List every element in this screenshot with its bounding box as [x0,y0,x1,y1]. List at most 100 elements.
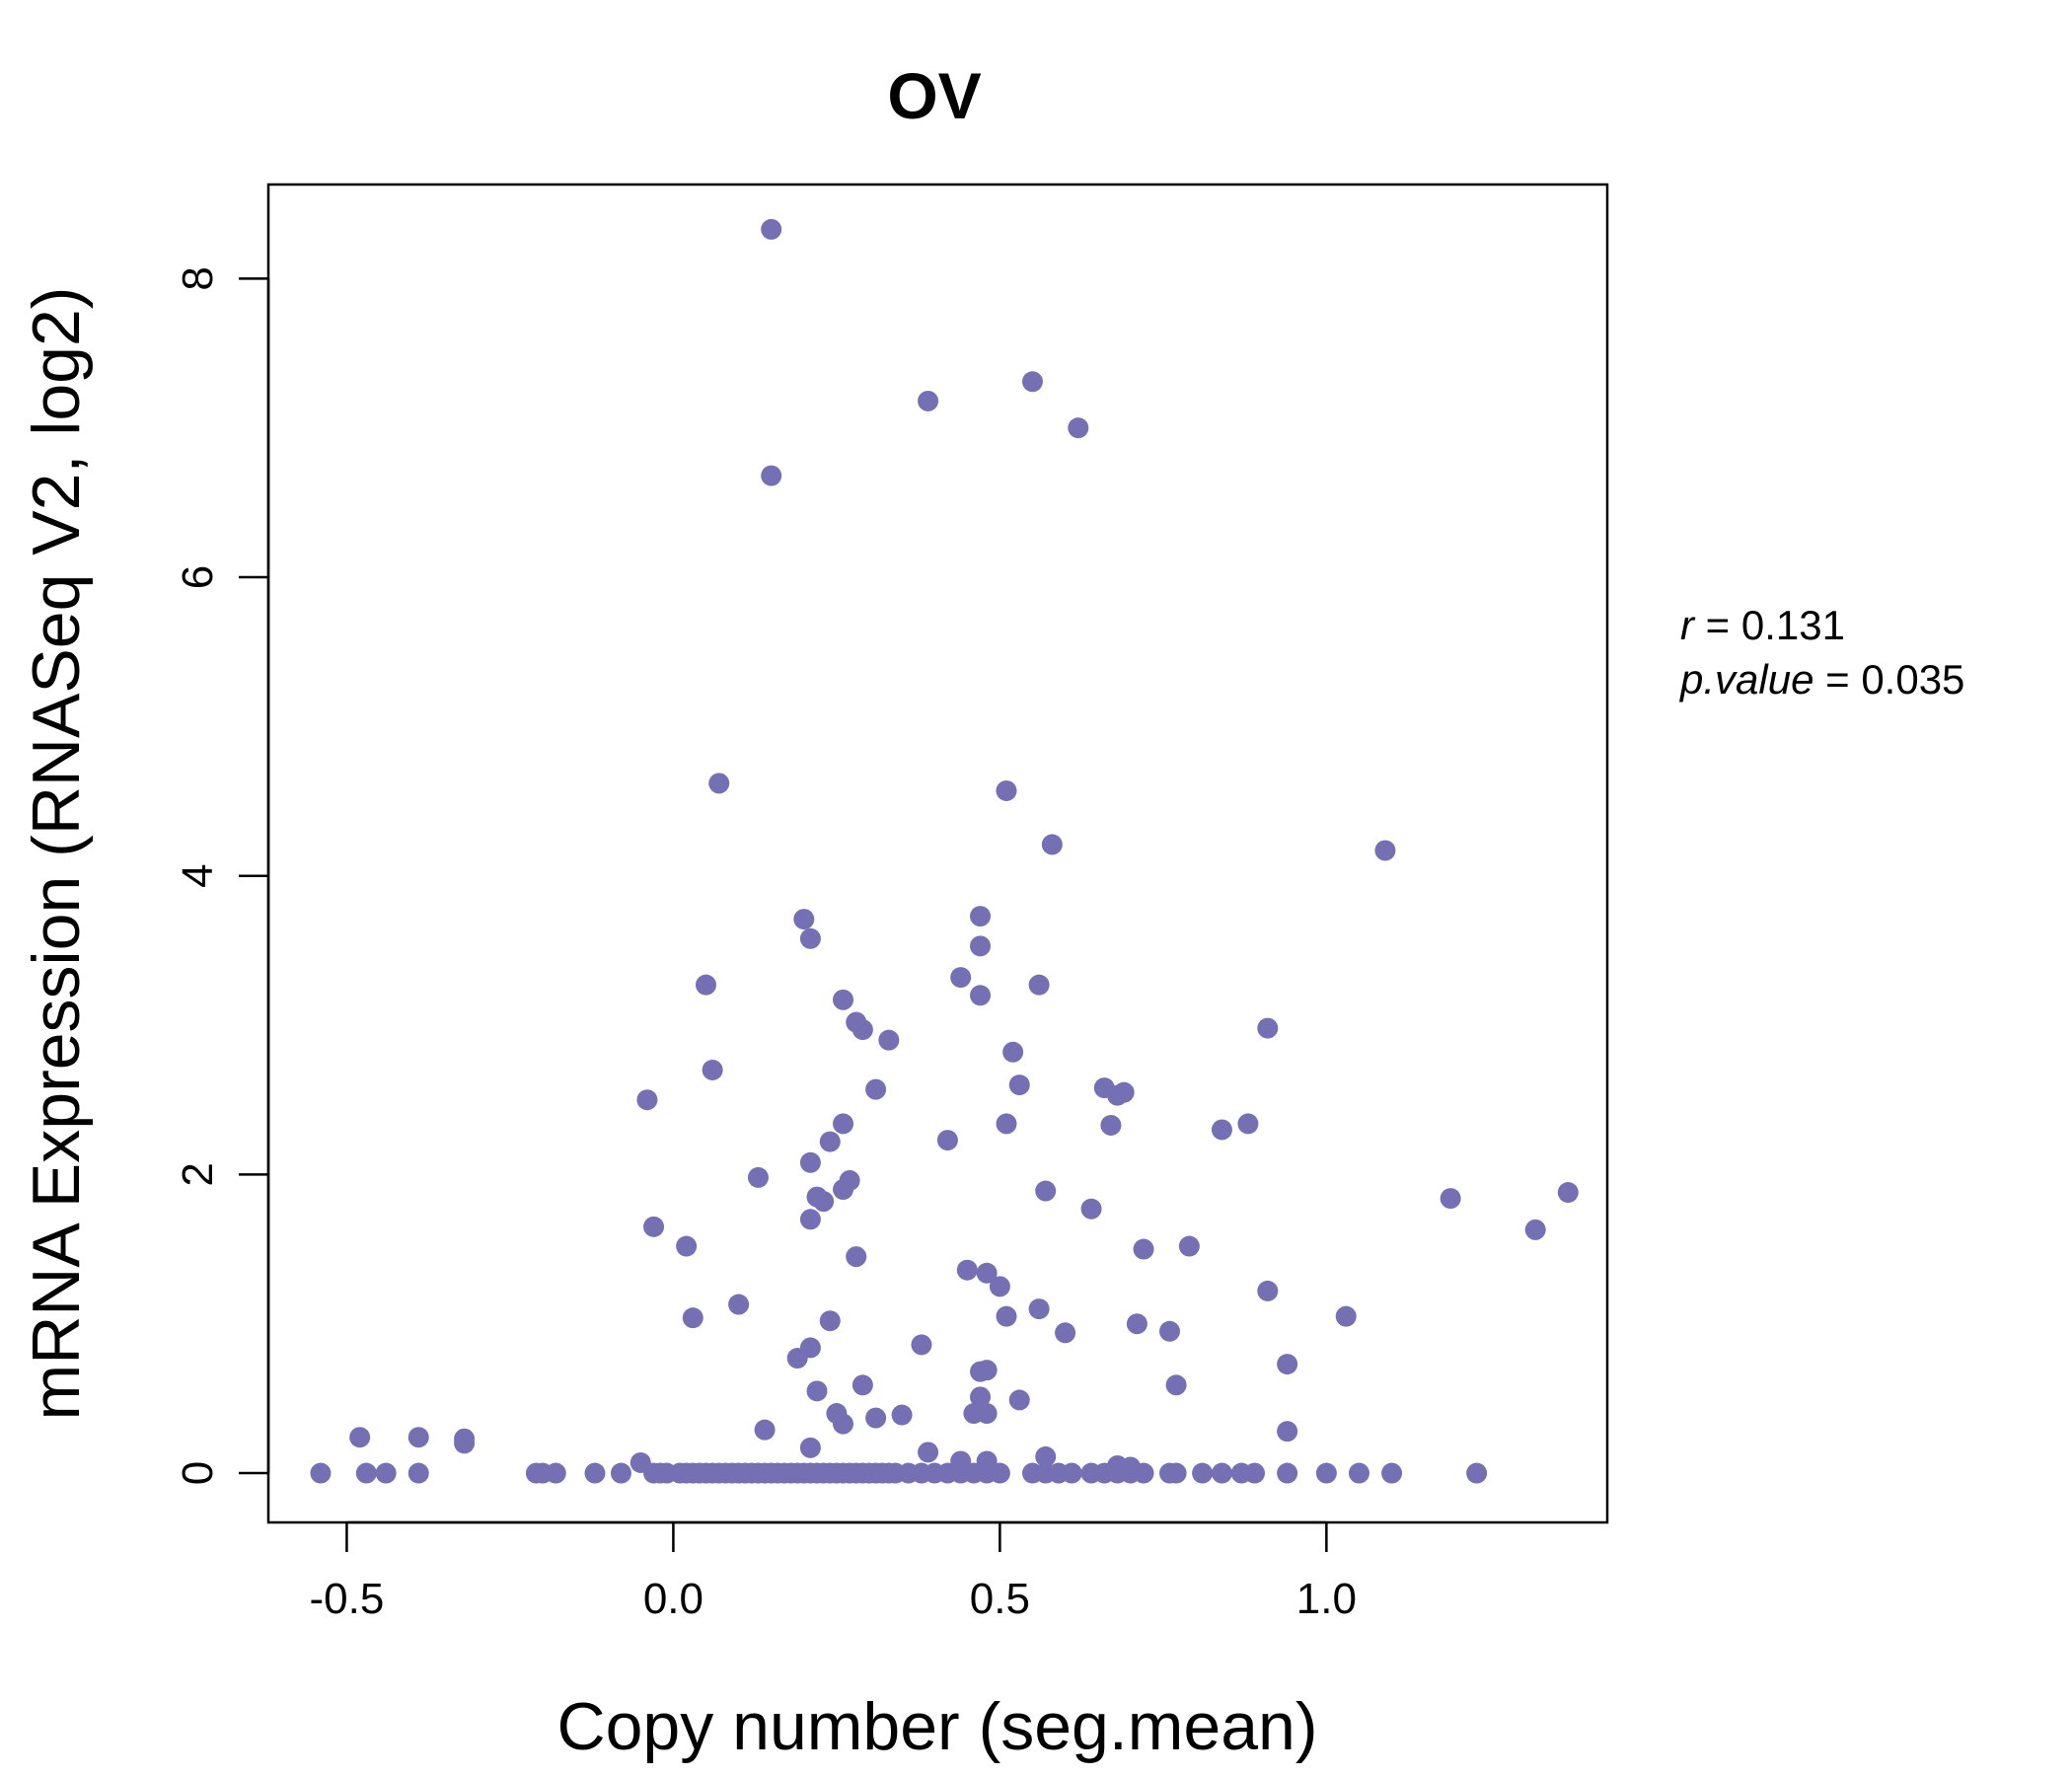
data-point [833,1113,854,1135]
data-point [355,1462,377,1484]
data-point [970,935,992,957]
data-point [1165,1374,1187,1396]
data-point [407,1462,429,1484]
data-point [976,1403,998,1425]
data-point [1466,1462,1488,1484]
data-point [407,1427,429,1448]
data-point [1211,1119,1232,1141]
x-tick-label: 0.0 [643,1575,703,1623]
data-point [1440,1188,1461,1210]
data-point [1524,1219,1546,1240]
r-value: 0.131 [1741,602,1845,648]
data-point [865,1078,887,1100]
data-point [1068,417,1089,439]
correlation-annotation: r = 0.131 [1680,602,1845,648]
data-point [1381,1462,1403,1484]
data-point [846,1246,867,1268]
data-point [1021,371,1043,393]
data-point [950,967,972,989]
data-point [1158,1320,1180,1342]
x-tick-label: -0.5 [310,1575,385,1623]
data-point [676,1235,698,1257]
r-equals: = [1706,602,1741,648]
chart-title: OV [887,59,981,132]
data-point [956,1259,978,1281]
data-point [1348,1462,1369,1484]
data-point [545,1462,566,1484]
data-point [702,1059,723,1080]
data-point [1257,1017,1279,1039]
data-point [833,1179,854,1201]
data-point [761,218,782,240]
data-point [1035,1445,1057,1467]
data-point [696,974,717,996]
data-point [682,1307,703,1329]
data-point [1277,1421,1298,1443]
data-point [1002,1041,1024,1063]
data-point [1315,1462,1337,1484]
data-point [851,1019,873,1041]
x-axis: -0.5 0.0 0.5 1.0 [310,1520,1357,1623]
r-label: r [1680,602,1696,648]
data-point [996,1113,1017,1135]
data-point [636,1089,658,1111]
data-point [918,1442,939,1463]
data-point [976,1262,998,1284]
data-point [911,1334,932,1356]
data-point [989,1462,1010,1484]
data-point [1028,974,1050,996]
data-point [1126,1313,1147,1335]
pvalue-annotation: p.value = 0.035 [1678,656,1964,703]
data-point [454,1433,476,1454]
data-point [970,985,992,1006]
data-point [996,779,1017,801]
data-point [754,1419,776,1441]
data-point [799,1209,821,1230]
data-point [970,1386,992,1408]
data-point [793,909,815,930]
data-point [1133,1238,1154,1260]
data-point [819,1310,841,1332]
data-point [1041,834,1063,855]
data-point [761,465,782,486]
data-point [1192,1462,1214,1484]
data-point [1080,1198,1102,1220]
data-point [747,1166,769,1188]
data-point [806,1380,828,1402]
plot-area-frame [266,183,1609,1524]
data-point [891,1404,913,1426]
data-point [375,1462,397,1484]
data-point [610,1462,631,1484]
x-tick-label: 1.0 [1296,1575,1357,1623]
data-point [1008,1389,1030,1411]
p-equals: = [1825,656,1861,703]
data-point [1165,1462,1187,1484]
data-point [1257,1280,1279,1301]
data-point [728,1294,750,1315]
data-point [1055,1322,1076,1344]
data-point [1028,1298,1050,1320]
data-point [799,1151,821,1173]
data-point [989,1276,1010,1297]
data-point [643,1216,665,1237]
data-point [1374,840,1396,861]
data-point [1035,1180,1057,1202]
data-point [1237,1113,1259,1135]
data-point [799,1437,821,1458]
y-tick-label: 4 [174,863,222,887]
data-point [970,906,992,927]
data-points [310,218,1579,1484]
data-point [819,1131,841,1152]
data-point [1557,1182,1579,1204]
data-point [1113,1081,1135,1103]
y-tick-label: 2 [174,1162,222,1186]
data-point [1211,1462,1232,1484]
data-point [1178,1235,1200,1257]
p-label: p.value [1678,656,1813,703]
data-point [1008,1074,1030,1096]
data-point [865,1407,887,1429]
data-point [799,927,821,949]
data-point [1061,1462,1082,1484]
data-point [708,773,730,794]
